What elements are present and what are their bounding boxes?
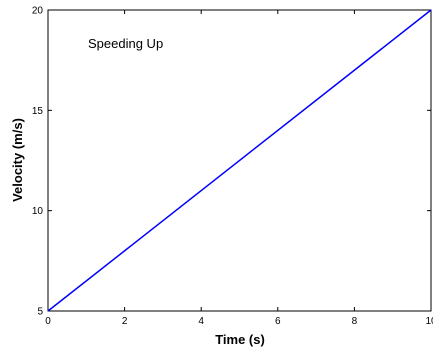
- y-tick-label-3: 20: [32, 6, 44, 17]
- ticks-group: [47, 9, 432, 312]
- series-group: [47, 9, 432, 312]
- x-tick-label-0: 0: [45, 316, 51, 327]
- series-line-0: [47, 9, 432, 312]
- x-tick-label-1: 2: [122, 316, 128, 327]
- x-tick-label-2: 4: [198, 316, 204, 327]
- speed-annotation: Speeding Up: [88, 36, 163, 51]
- y-tick-label-1: 10: [32, 206, 44, 217]
- x-tick-label-5: 10: [425, 316, 433, 327]
- y-tick-label-2: 15: [32, 106, 44, 117]
- y-axis-title: Velocity (m/s): [10, 118, 25, 202]
- tick-labels-group: 0 2 4 6 8 10 5 10 15 20: [32, 6, 433, 328]
- y-tick-label-0: 5: [37, 307, 43, 318]
- x-tick-label-4: 8: [352, 316, 358, 327]
- x-tick-label-3: 6: [275, 316, 281, 327]
- x-axis-title: Time (s): [215, 332, 265, 347]
